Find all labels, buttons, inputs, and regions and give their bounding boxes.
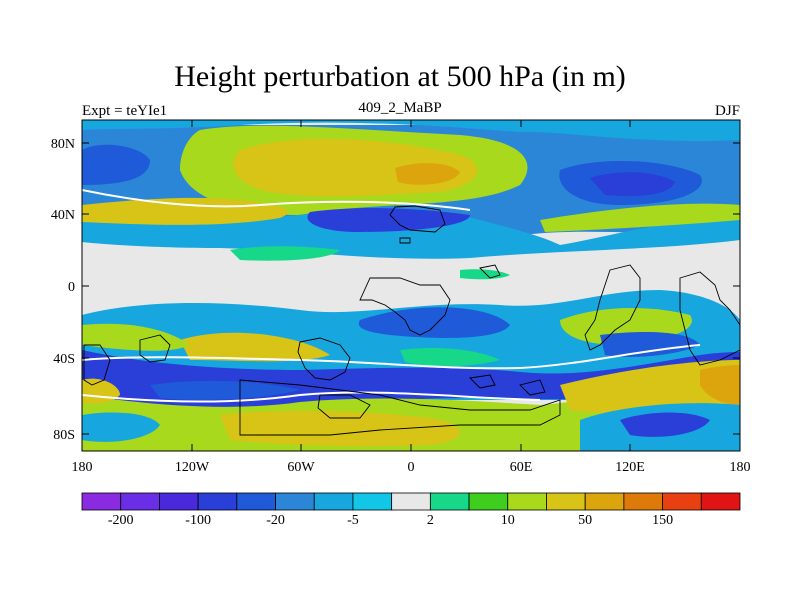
colorbar-swatch xyxy=(507,492,547,511)
y-tick-label: 80N xyxy=(51,137,75,152)
zero-contour-south xyxy=(82,344,701,370)
south-teal-mid xyxy=(400,348,500,367)
run-label: 409_2_MaBP xyxy=(358,100,442,116)
y-tick-label: 80S xyxy=(53,428,75,443)
colorbar-swatch xyxy=(275,492,315,511)
y-tick-label: 40N xyxy=(51,208,75,223)
south-yellow-arc xyxy=(180,332,330,362)
polar-blue-west xyxy=(82,412,160,442)
x-tick-label: 120E xyxy=(615,460,645,475)
midlat-blue-strip xyxy=(82,205,740,259)
colorbar-swatch xyxy=(159,492,199,511)
x-tick-label: 60E xyxy=(510,460,533,475)
south-green-arc xyxy=(82,323,190,351)
colorbar-label: 2 xyxy=(427,513,434,528)
x-tick-label: 180 xyxy=(730,460,751,475)
season-label: DJF xyxy=(714,103,740,119)
colorbar-swatch xyxy=(236,492,276,511)
north-orange-core xyxy=(395,163,460,185)
colorbar-swatch xyxy=(313,492,354,511)
colorbar-swatch xyxy=(623,492,663,511)
tick-marks xyxy=(81,120,741,451)
colorbar-swatch xyxy=(468,492,509,511)
zero-contour-south-2 xyxy=(82,391,541,403)
colorbar-swatch xyxy=(662,492,702,511)
x-tick-label: 60W xyxy=(287,460,315,475)
tropic-teal xyxy=(230,246,340,261)
colorbar-label: 50 xyxy=(578,513,592,528)
colorbar-swatch xyxy=(700,492,741,511)
colorbar-label: 10 xyxy=(501,513,515,528)
colorbar-swatch xyxy=(81,492,122,511)
colorbar xyxy=(81,492,741,511)
y-tick-label: 0 xyxy=(68,280,75,295)
x-tick-label: 120W xyxy=(175,460,210,475)
colorbar-label: 150 xyxy=(652,513,673,528)
zero-contour-north xyxy=(82,189,471,211)
x-tick-label: 0 xyxy=(408,460,415,475)
colorbar-swatch xyxy=(391,492,431,511)
coastlines xyxy=(83,205,740,436)
storm-track-dark xyxy=(150,380,300,400)
south-yellow-band-2 xyxy=(220,410,460,447)
ne-darker-blue xyxy=(590,172,675,197)
colorbar-labels: -200 -100 -20 -5 2 10 50 150 xyxy=(108,513,673,528)
colorbar-swatch xyxy=(197,492,238,511)
colorbar-label: -200 xyxy=(108,513,134,528)
nw-dark-blue xyxy=(82,144,150,185)
colorbar-swatch xyxy=(120,492,160,511)
tropic-teal-2 xyxy=(460,269,510,280)
south-orange-patch xyxy=(700,365,740,405)
midlat-dark-blue xyxy=(307,208,470,232)
south-blue-east xyxy=(600,332,700,357)
plot-title: Height perturbation at 500 hPa (in m) xyxy=(174,60,626,93)
polar-dark-east xyxy=(620,412,710,437)
y-tick-label: 40S xyxy=(53,352,75,367)
colorbar-swatch xyxy=(584,492,625,511)
colorbar-label: -5 xyxy=(347,513,359,528)
n-atlantic-green xyxy=(540,203,740,232)
south-mid-blue xyxy=(358,307,510,338)
colorbar-label: -100 xyxy=(185,513,211,528)
midlat-yellow-strip xyxy=(82,197,288,225)
arctic-light xyxy=(82,120,740,142)
colorbar-swatch xyxy=(546,492,586,511)
experiment-label: Expt = teYIe1 xyxy=(82,103,168,119)
colorbar-swatch xyxy=(352,492,393,511)
colorbar-label: -20 xyxy=(266,513,285,528)
colorbar-swatch xyxy=(429,492,470,511)
map-panel xyxy=(82,120,740,451)
x-tick-label: 180 xyxy=(72,460,93,475)
